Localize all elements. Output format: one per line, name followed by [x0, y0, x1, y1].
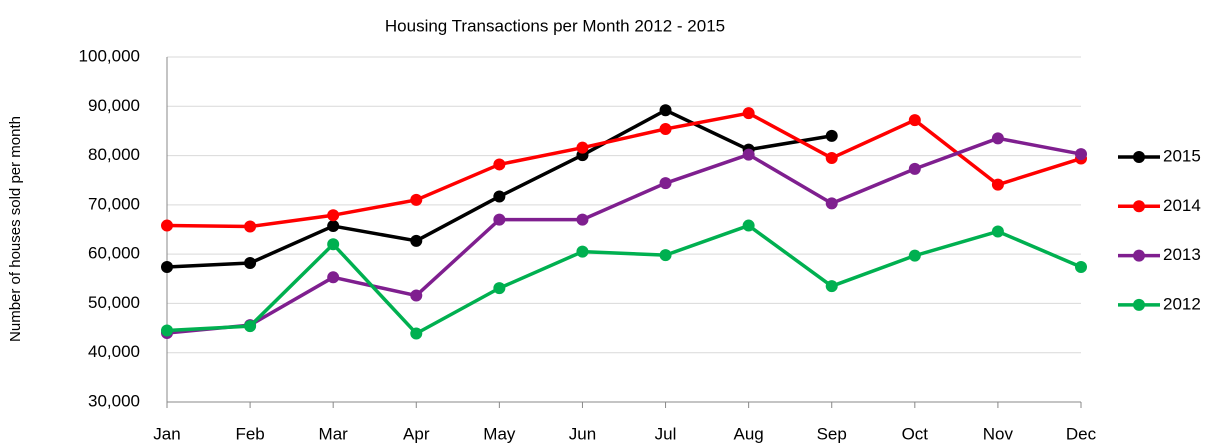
legend-marker — [1133, 200, 1145, 213]
data-point — [825, 197, 838, 210]
chart-title: Housing Transactions per Month 2012 - 20… — [385, 16, 725, 35]
data-point — [493, 282, 506, 295]
data-point — [825, 152, 838, 165]
x-tick-label: Sep — [817, 424, 847, 443]
data-point — [742, 219, 755, 232]
data-point — [991, 132, 1004, 145]
series-line — [166, 111, 1082, 229]
data-point — [493, 158, 506, 171]
data-point — [1075, 148, 1087, 161]
data-point — [825, 129, 838, 142]
data-point — [825, 280, 838, 293]
data-point — [908, 162, 921, 175]
legend-label: 2015 — [1163, 146, 1201, 165]
data-point — [659, 122, 672, 135]
data-point — [1075, 260, 1087, 273]
x-tick-label: May — [483, 424, 516, 443]
x-tick-label: Oct — [902, 424, 929, 443]
data-point — [659, 249, 672, 262]
data-point — [493, 213, 506, 226]
y-axis-label: Number of houses sold per month — [7, 116, 24, 342]
y-tick-label: 80,000 — [88, 145, 140, 164]
x-tick-label: Aug — [734, 424, 764, 443]
x-tick-label: Dec — [1066, 424, 1097, 443]
data-point — [991, 225, 1004, 238]
data-point — [327, 238, 340, 251]
legend-label: 2014 — [1163, 196, 1201, 215]
series-line — [166, 223, 1082, 336]
data-point — [161, 219, 173, 232]
data-point — [244, 320, 257, 333]
data-point — [742, 107, 755, 120]
data-point — [991, 178, 1004, 191]
data-point — [327, 209, 340, 222]
y-tick-label: 30,000 — [88, 391, 140, 410]
x-tick-label: Apr — [403, 424, 430, 443]
data-point — [244, 220, 257, 233]
data-point — [327, 271, 340, 284]
data-point — [410, 327, 423, 340]
data-point — [327, 220, 340, 233]
y-tick-label: 40,000 — [88, 342, 140, 361]
x-tick-label: Mar — [319, 424, 349, 443]
data-point — [908, 114, 921, 127]
x-tick-label: Nov — [983, 424, 1014, 443]
data-point — [161, 260, 173, 273]
x-tick-label: Feb — [235, 424, 264, 443]
y-tick-label: 100,000 — [79, 46, 140, 65]
data-point — [410, 289, 423, 302]
data-point — [493, 190, 506, 203]
x-tick-label: Jul — [655, 424, 677, 443]
legend-label: 2013 — [1163, 245, 1201, 264]
data-point — [576, 213, 589, 226]
legend-label: 2012 — [1163, 294, 1201, 313]
data-point — [576, 245, 589, 258]
data-point — [659, 104, 672, 117]
series-line — [166, 136, 1082, 335]
data-point — [908, 249, 921, 262]
y-tick-label: 50,000 — [88, 293, 140, 312]
data-point — [576, 141, 589, 154]
data-point — [161, 324, 173, 337]
legend-marker — [1133, 298, 1145, 311]
legend-marker — [1133, 151, 1145, 163]
data-point — [742, 148, 755, 161]
data-point — [410, 234, 423, 247]
data-point — [244, 257, 257, 270]
y-tick-label: 60,000 — [88, 244, 140, 263]
y-tick-label: 70,000 — [88, 194, 140, 213]
x-tick-label: Jun — [569, 424, 596, 443]
data-point — [659, 177, 672, 190]
x-tick-label: Jan — [153, 424, 180, 443]
series-line — [166, 108, 833, 269]
y-tick-label: 90,000 — [88, 96, 140, 115]
data-point — [410, 193, 423, 206]
legend-marker — [1133, 249, 1145, 262]
